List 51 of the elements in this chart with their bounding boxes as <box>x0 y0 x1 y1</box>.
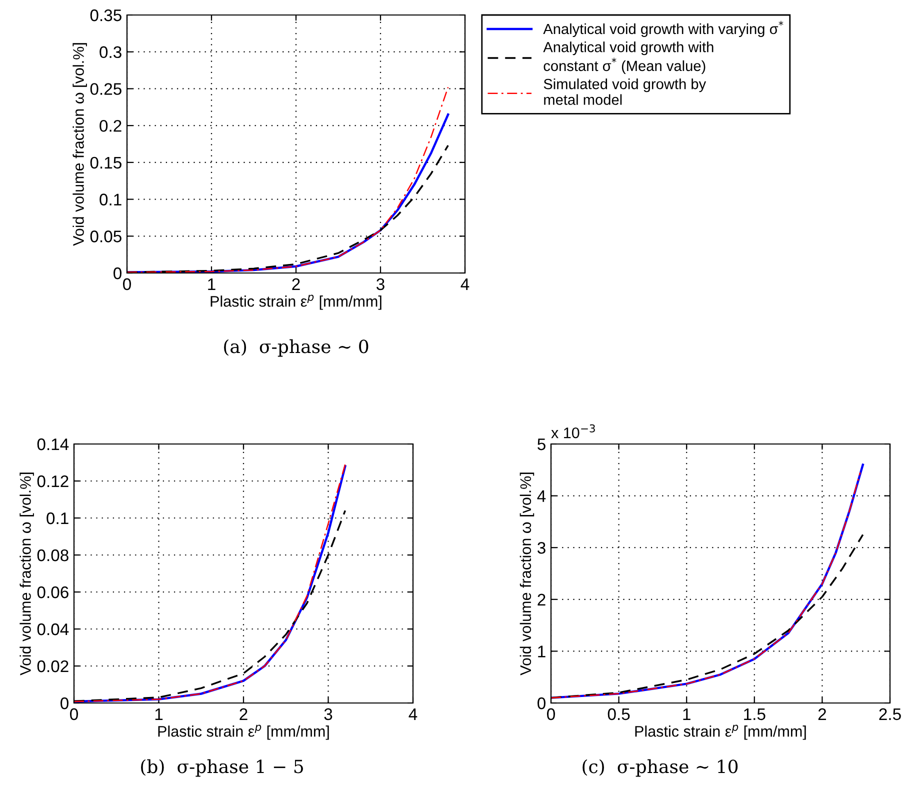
legend-label: Analytical void growth with constant σ$^{*}$ (Mean value) <box>543 42 714 74</box>
x-tick-label: 4 <box>460 278 470 290</box>
y-tick-label: 0.3 <box>100 46 122 58</box>
y-axis-title: Void volume fraction ω [vol.%] <box>72 43 87 246</box>
x-tick-label: 2 <box>240 708 248 720</box>
x-tick-label: 4 <box>408 708 418 720</box>
y-tick-label: 0.25 <box>90 83 122 95</box>
x-tick-label: 3 <box>324 708 332 720</box>
x-tick-label: 2.5 <box>879 708 901 720</box>
y-tick-label: 0.08 <box>37 549 68 562</box>
x-axis-title: Plastic strain ε$^{p}$ [mm/mm] <box>210 294 382 310</box>
y-tick-label: 0.2 <box>100 120 122 132</box>
text: (b) σ-phase 1 − 5 <box>141 759 303 777</box>
x-tick-label: 0 <box>123 278 131 290</box>
x-tick-label: 2 <box>818 708 826 720</box>
y-tick-label: 0.1 <box>100 194 122 206</box>
text: (c) σ-phase ∼ 10 <box>582 759 738 777</box>
x-tick-label: 0 <box>70 708 78 720</box>
x-tick-label: 2 <box>292 278 300 290</box>
y-tick-label: 0 <box>114 267 122 280</box>
y-tick-label: 0.14 <box>37 438 69 450</box>
x-tick-label: 1 <box>208 278 216 290</box>
y-tick-label: 2 <box>538 594 546 606</box>
x-tick-label: 0.5 <box>608 708 630 720</box>
y-tick-label: 0.05 <box>90 230 122 242</box>
y-tick-label: 3 <box>538 542 546 554</box>
legend-label: Analytical void growth with varying σ$^{*}$ <box>543 20 784 38</box>
y-axis-title: Void volume fraction ω [vol.%] <box>20 472 34 676</box>
text: (a) σ-phase ∼ 0 <box>224 339 368 357</box>
x-tick-label: 3 <box>376 278 384 290</box>
y-tick-label: 0.02 <box>37 660 68 672</box>
y-tick-label: 5 <box>538 438 546 450</box>
y-tick-label: 0 <box>538 697 546 710</box>
y-tick-label: 0 <box>60 697 68 710</box>
y-tick-label: 0.1 <box>46 512 68 524</box>
y-axis-title: Void volume fraction ω [vol.%] <box>520 472 534 676</box>
y-tick-label: 0.12 <box>37 475 68 488</box>
x-tick-label: 1 <box>155 708 163 720</box>
y-tick-label: 0.35 <box>90 9 122 22</box>
y-tick-label: 4 <box>537 490 546 502</box>
y-tick-label: 1 <box>538 646 546 658</box>
y-tick-label: 0.06 <box>37 586 68 598</box>
legend-label: Simulated void growth by metal model <box>544 78 706 105</box>
y-tick-label: 0.04 <box>37 623 69 636</box>
y-tick-label: 0.15 <box>90 156 122 169</box>
x-tick-label: 1.5 <box>744 708 766 720</box>
x-tick-label: 0 <box>547 708 555 720</box>
x-tick-label: 1 <box>683 708 690 720</box>
x-axis-title: Plastic strain ε$^{p}$ [mm/mm] <box>158 724 329 740</box>
text: x 10$^{−3}$ <box>551 424 595 438</box>
x-axis-title: Plastic strain ε$^{p}$ [mm/mm] <box>635 724 806 740</box>
